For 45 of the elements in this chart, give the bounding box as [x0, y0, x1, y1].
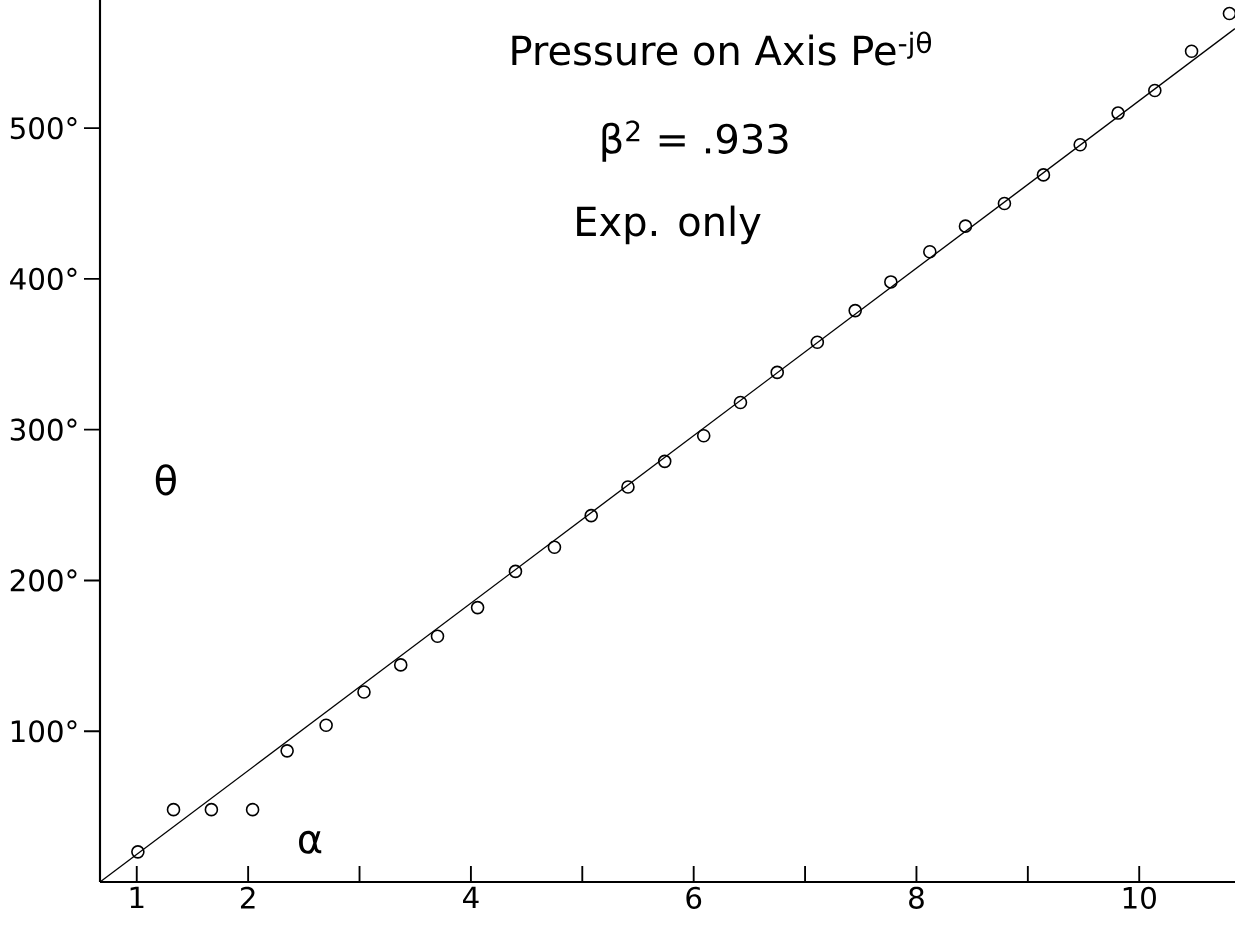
- point: [621, 480, 635, 494]
- x-tick-label: 6: [686, 886, 702, 909]
- y-axis-title: θ: [155, 464, 176, 496]
- point: [319, 718, 333, 732]
- point: [1073, 137, 1087, 152]
- point: [733, 395, 748, 410]
- point: [470, 600, 485, 615]
- point: [770, 365, 785, 380]
- x-axis-title: α: [299, 830, 322, 854]
- point: [357, 685, 371, 699]
- point: [547, 540, 562, 555]
- point: [1148, 83, 1162, 98]
- text: β$^{2}$ = .933: [602, 120, 788, 162]
- point: [884, 275, 898, 289]
- point: [1111, 106, 1125, 120]
- point: [166, 802, 181, 817]
- point: [393, 658, 408, 672]
- point: [923, 244, 937, 259]
- point: [430, 629, 445, 644]
- x-tick-label: 8: [909, 886, 924, 909]
- y-tick-label: 500°: [10, 117, 77, 140]
- point: [204, 802, 219, 817]
- point: [810, 335, 825, 350]
- point: [131, 845, 145, 859]
- point: [657, 454, 672, 469]
- x-tick-label: 2: [240, 886, 255, 909]
- point: [1184, 44, 1199, 59]
- y-tick-label: 100°: [11, 720, 77, 743]
- y-tick-label: 400°: [10, 267, 77, 291]
- x-tick-label: 10: [1123, 886, 1156, 909]
- annotation: Exp. only: [577, 205, 761, 245]
- point: [245, 802, 260, 817]
- x-tick-label: 4: [463, 886, 479, 909]
- point: [997, 196, 1012, 211]
- point: [696, 428, 711, 443]
- point: [958, 219, 973, 233]
- point: [848, 303, 862, 318]
- y-tick-label: 200°: [10, 569, 77, 592]
- text: Pressure on Axis Pe$^{-jθ}$: [512, 31, 932, 66]
- y-tick-label: 300°: [10, 418, 77, 441]
- point: [584, 508, 599, 523]
- x-tick-label: 1: [130, 886, 144, 909]
- point: [1036, 168, 1051, 182]
- point: [280, 744, 294, 758]
- point: [508, 564, 523, 579]
